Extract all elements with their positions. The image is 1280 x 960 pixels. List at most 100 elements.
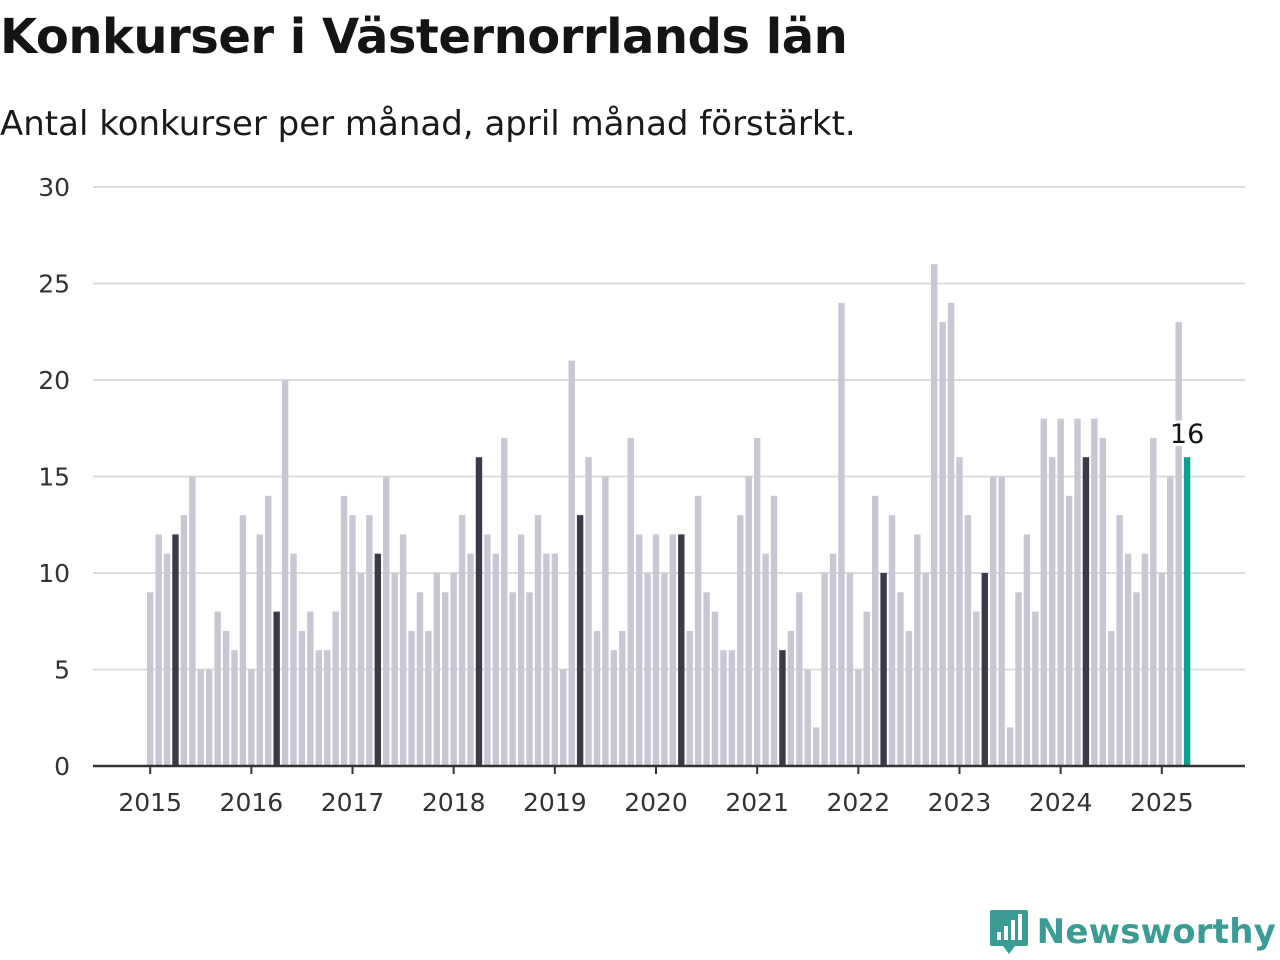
bar	[897, 592, 904, 766]
bar	[281, 380, 289, 766]
bar-april	[475, 457, 483, 766]
bar	[551, 553, 559, 766]
x-tick-label: 2017	[321, 788, 385, 817]
bar	[307, 611, 314, 766]
bar	[197, 669, 204, 766]
bar	[1116, 515, 1123, 766]
bar	[408, 630, 415, 766]
bar	[1015, 592, 1022, 766]
bar	[888, 515, 896, 766]
bar	[265, 495, 272, 766]
bar	[762, 553, 769, 766]
bar-april	[678, 534, 685, 766]
bar	[1124, 553, 1132, 766]
bar	[433, 573, 441, 766]
bar	[340, 495, 348, 766]
y-tick-label: 5	[54, 656, 70, 685]
bar	[627, 437, 634, 766]
bar	[1040, 418, 1047, 766]
x-tick-label: 2019	[523, 788, 587, 817]
x-tick-label: 2024	[1029, 788, 1093, 817]
bar	[534, 515, 542, 766]
latest-value-label: 16	[1170, 419, 1204, 450]
bar	[526, 592, 533, 766]
bar	[399, 534, 407, 766]
y-tick-label: 10	[38, 559, 70, 588]
bar	[770, 495, 778, 766]
bar	[846, 573, 854, 766]
y-tick-label: 25	[38, 270, 70, 299]
bar	[155, 534, 162, 766]
bar	[1158, 573, 1165, 766]
x-tick-label: 2016	[220, 788, 284, 817]
bar-april	[779, 650, 786, 766]
bar	[855, 669, 862, 766]
bar	[1150, 437, 1157, 766]
bar	[324, 650, 331, 766]
chart-title: Konkurser i Västernorrlands län	[0, 9, 848, 65]
bar	[644, 573, 651, 766]
bar	[973, 611, 980, 766]
bar	[804, 669, 811, 766]
bar	[1108, 630, 1115, 766]
bar	[619, 630, 626, 766]
bar	[1065, 495, 1073, 766]
bar	[821, 573, 828, 766]
bar	[163, 553, 171, 766]
bar	[568, 360, 575, 766]
bar-chart-speech-bubble-icon	[989, 910, 1028, 954]
bars	[147, 264, 1191, 766]
x-tick-label: 2023	[928, 788, 992, 817]
bar	[1049, 457, 1056, 766]
bar	[905, 630, 913, 766]
bar	[998, 476, 1005, 766]
bar	[1023, 534, 1031, 766]
bar	[1074, 418, 1081, 766]
bar	[930, 264, 938, 766]
bar	[416, 592, 424, 766]
bar	[1099, 437, 1106, 766]
x-tick-label: 2018	[422, 788, 486, 817]
bar	[458, 515, 466, 766]
bar	[593, 630, 601, 766]
bar	[357, 573, 365, 766]
bar-april	[576, 515, 584, 766]
bar	[1057, 418, 1064, 766]
bar	[661, 573, 668, 766]
bar	[484, 534, 491, 766]
bar	[720, 650, 727, 766]
brand-name: Newsworthy	[1036, 912, 1276, 952]
bar	[728, 650, 736, 766]
bar	[366, 515, 373, 766]
bar	[737, 515, 744, 766]
bar	[560, 669, 567, 766]
bar	[939, 322, 946, 766]
bar	[1006, 727, 1014, 766]
bar	[753, 437, 761, 766]
bar	[332, 611, 339, 766]
bar	[1032, 611, 1039, 766]
y-tick-label: 20	[38, 366, 70, 395]
bar	[315, 650, 322, 766]
x-axis-ticks: 2015 2016 2017 2018 2019 2020 2021 2022 2023 2024…	[118, 766, 1194, 817]
x-tick-label: 2020	[624, 788, 688, 817]
bar	[492, 553, 500, 766]
bar	[147, 592, 154, 766]
bar	[829, 553, 837, 766]
bar	[956, 457, 963, 766]
bar	[189, 476, 196, 766]
bar-april	[273, 611, 280, 766]
bar	[1091, 418, 1098, 766]
bar	[509, 592, 516, 766]
y-tick-label: 0	[54, 752, 70, 781]
bar	[812, 727, 820, 766]
y-tick-label: 15	[38, 463, 70, 492]
bar	[1175, 322, 1182, 766]
bar	[1167, 476, 1174, 766]
bar-april	[1082, 457, 1090, 766]
bar	[1141, 553, 1149, 766]
bar	[1133, 592, 1140, 766]
bar	[745, 476, 752, 766]
bar	[206, 669, 213, 766]
bar	[610, 650, 618, 766]
